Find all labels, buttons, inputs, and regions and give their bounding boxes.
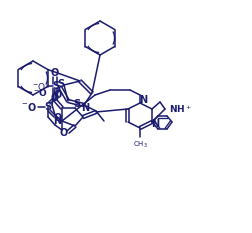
Text: N: N	[53, 116, 61, 126]
Text: S: S	[44, 102, 51, 112]
Text: O: O	[54, 113, 62, 123]
Text: CH$_3$: CH$_3$	[132, 140, 147, 150]
Text: $^{-}$O: $^{-}$O	[32, 80, 46, 92]
Text: O: O	[54, 90, 62, 100]
Text: S: S	[73, 99, 80, 109]
Text: S: S	[57, 79, 64, 89]
Text: N: N	[81, 103, 89, 113]
Text: $^{-}$O: $^{-}$O	[33, 88, 48, 99]
Text: N: N	[150, 119, 159, 129]
Text: $^{-}$O: $^{-}$O	[21, 101, 37, 113]
Text: O: O	[60, 128, 68, 138]
Text: O: O	[51, 93, 59, 103]
Text: S: S	[52, 81, 59, 91]
Text: N: N	[138, 95, 146, 105]
Text: NH$^+$: NH$^+$	[168, 103, 191, 115]
Text: O: O	[51, 68, 59, 78]
